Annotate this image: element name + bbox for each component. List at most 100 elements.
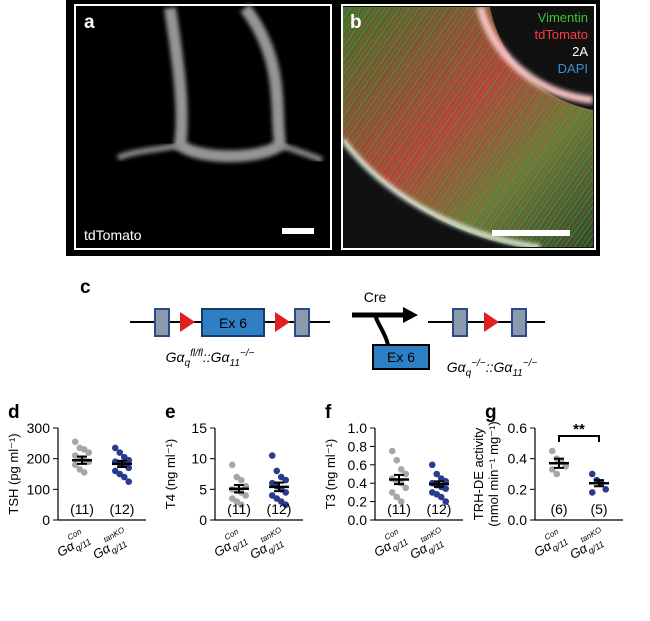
- label-part: q/11: [109, 539, 129, 556]
- label-part: Gα: [247, 540, 270, 562]
- y-tick-label: 100: [27, 481, 51, 497]
- label-part: Gα: [211, 538, 234, 560]
- data-point: [433, 470, 441, 478]
- data-point: [282, 501, 290, 508]
- exon-label: Ex 6: [219, 315, 247, 331]
- x-tick-label: Gαq/11tanKO: [88, 525, 133, 564]
- data-point: [442, 498, 450, 505]
- panel-label: c: [80, 277, 91, 298]
- y-tick-label: 0.8: [348, 438, 368, 454]
- data-point: [588, 489, 596, 496]
- image-a: a tdTomato: [74, 4, 332, 250]
- label-part: q/11: [586, 539, 606, 556]
- data-point: [273, 467, 281, 475]
- data-point: [282, 476, 290, 484]
- data-point: [548, 447, 556, 455]
- panel-label: b: [350, 12, 362, 33]
- data-point: [111, 444, 119, 452]
- y-tick-label: 0.0: [508, 512, 528, 528]
- y-axis-label: T4 (ng ml⁻¹): [163, 439, 178, 509]
- y-axis-label: T3 (ng ml⁻¹): [323, 439, 338, 509]
- image-b: b Vimentin tdTomato 2A DAPI: [341, 4, 596, 250]
- label-part: Gα: [407, 540, 430, 562]
- label-part: q/11: [550, 537, 570, 554]
- y-tick-label: 5: [199, 481, 207, 497]
- label-part: Gα: [371, 538, 394, 560]
- data-point: [397, 498, 405, 505]
- y-tick-label: 0.4: [508, 451, 528, 467]
- data-point: [116, 449, 124, 456]
- label-line: TSH (pg ml⁻¹): [6, 433, 21, 514]
- data-point: [402, 470, 410, 478]
- data-point: [388, 447, 396, 455]
- label-part: Gα: [567, 540, 590, 562]
- n-label: (12): [267, 501, 292, 517]
- data-point: [268, 452, 276, 459]
- panel-label: a: [84, 12, 95, 33]
- significance-label: **: [573, 421, 585, 438]
- x-tick-label: Gαq/11Con: [209, 525, 250, 562]
- x-tick-label: Gαq/11tanKO: [565, 525, 610, 564]
- data-point: [228, 461, 236, 469]
- panel-label: d: [8, 402, 20, 423]
- data-point: [393, 456, 401, 464]
- exon-label: Ex 6: [387, 349, 415, 365]
- y-tick-label: 200: [27, 451, 51, 467]
- y-tick-label: 15: [191, 420, 207, 436]
- n-label: (11): [70, 501, 94, 517]
- label-line: T3 (ng ml⁻¹): [323, 439, 338, 509]
- label-line: TRH-DE activity: [471, 427, 486, 520]
- panel-label: g: [485, 402, 497, 423]
- label-part: q/11: [266, 539, 286, 556]
- data-point: [602, 486, 610, 493]
- y-tick-label: 0: [199, 512, 207, 528]
- y-tick-label: 0.6: [348, 457, 368, 473]
- data-point: [125, 478, 133, 485]
- data-point: [125, 456, 133, 464]
- y-tick-label: 0.4: [348, 475, 368, 491]
- y-tick-label: 1.0: [348, 420, 368, 436]
- data-point: [428, 461, 436, 469]
- label-part: q/11: [390, 537, 410, 554]
- data-point: [237, 476, 245, 484]
- label-part: Gα: [531, 538, 554, 560]
- y-tick-label: 0.0: [348, 512, 368, 528]
- n-label: (5): [590, 501, 607, 517]
- genotype: Gαq−/−::Gα11−/−: [447, 358, 538, 379]
- stain-label: tdTomato: [84, 227, 142, 243]
- y-tick-label: 300: [27, 420, 51, 436]
- stain-label: Vimentin: [538, 10, 588, 25]
- label-line: T4 (ng ml⁻¹): [163, 439, 178, 509]
- genotype: Gαqfl/fl::Gα11−/−: [166, 348, 255, 369]
- y-axis-label: TRH-DE activity(nmol min⁻¹ mg⁻¹): [471, 421, 501, 526]
- panel-label: f: [325, 402, 332, 423]
- data-point: [71, 461, 79, 469]
- data-point: [588, 470, 596, 478]
- y-tick-label: 10: [191, 451, 207, 467]
- x-tick-label: Gαq/11tanKO: [405, 525, 450, 564]
- stain-label: tdTomato: [535, 27, 588, 42]
- y-tick-label: 0.2: [508, 481, 528, 497]
- data-point: [71, 438, 79, 446]
- n-label: (11): [387, 501, 411, 517]
- data-point: [80, 469, 88, 476]
- n-label: (6): [550, 501, 567, 517]
- x-tick-label: Gαq/11Con: [369, 525, 410, 562]
- label-part: q/11: [73, 537, 93, 554]
- x-tick-label: Gαq/11Con: [529, 525, 570, 562]
- label-part: q/11: [230, 537, 250, 554]
- n-label: (11): [227, 501, 251, 517]
- stain-label: DAPI: [558, 61, 588, 76]
- data-point: [237, 501, 245, 508]
- y-tick-label: 0: [42, 512, 50, 528]
- y-axis-label: TSH (pg ml⁻¹): [6, 433, 21, 514]
- panel-label: e: [165, 402, 176, 423]
- x-tick-label: Gαq/11tanKO: [245, 525, 290, 564]
- gene-diagram: c Ex 6 Gαqfl/fl::Gα11−/− Cre Ex 6 Gαq−/−…: [80, 277, 545, 379]
- label-line: (nmol min⁻¹ mg⁻¹): [486, 421, 501, 526]
- data-point: [242, 492, 250, 499]
- data-point: [442, 485, 450, 493]
- stain-label: 2A: [572, 44, 588, 59]
- y-tick-label: 0.2: [348, 494, 368, 510]
